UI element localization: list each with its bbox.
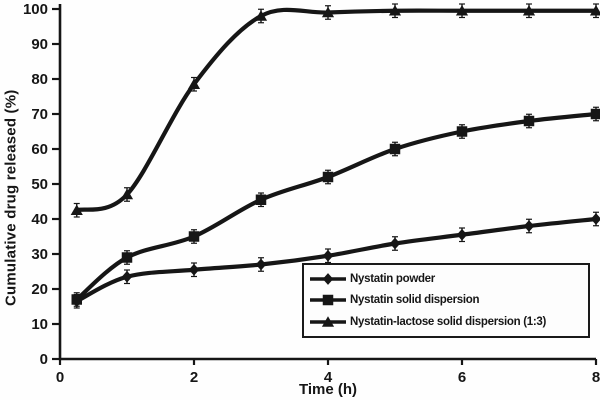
legend-marker-square-icon (310, 295, 346, 306)
svg-text:90: 90 (31, 36, 48, 53)
svg-text:10: 10 (31, 316, 48, 333)
svg-text:60: 60 (31, 141, 48, 158)
svg-text:0: 0 (56, 369, 64, 386)
legend-label-solid-dispersion: Nystatin solid dispersion (350, 294, 480, 307)
legend-box: Nystatin powder Nystatin solid dispersio… (302, 263, 590, 338)
svg-text:8: 8 (592, 369, 600, 386)
legend-item-solid-dispersion: Nystatin solid dispersion (309, 293, 583, 307)
y-axis-title: Cumulative drug released (%) (2, 89, 20, 306)
svg-text:30: 30 (31, 246, 48, 263)
svg-text:80: 80 (31, 71, 48, 88)
x-axis-title: Time (h) (298, 381, 358, 398)
svg-text:70: 70 (31, 106, 48, 123)
svg-text:4: 4 (324, 369, 333, 386)
svg-text:100: 100 (23, 1, 48, 18)
svg-text:20: 20 (31, 281, 48, 298)
svg-text:2: 2 (190, 369, 198, 386)
svg-text:6: 6 (458, 369, 466, 386)
legend-marker-triangle-icon (310, 316, 346, 327)
legend-item-lactose-dispersion: Nystatin-lactose solid dispersion (1:3) (309, 315, 583, 329)
svg-text:0: 0 (40, 351, 48, 368)
legend-item-powder: Nystatin powder (309, 272, 583, 286)
legend-marker-diamond-icon (310, 272, 346, 285)
legend-label-lactose-dispersion: Nystatin-lactose solid dispersion (1:3) (350, 316, 546, 329)
legend-label-powder: Nystatin powder (350, 272, 435, 285)
svg-text:40: 40 (31, 211, 48, 228)
svg-text:50: 50 (31, 176, 48, 193)
